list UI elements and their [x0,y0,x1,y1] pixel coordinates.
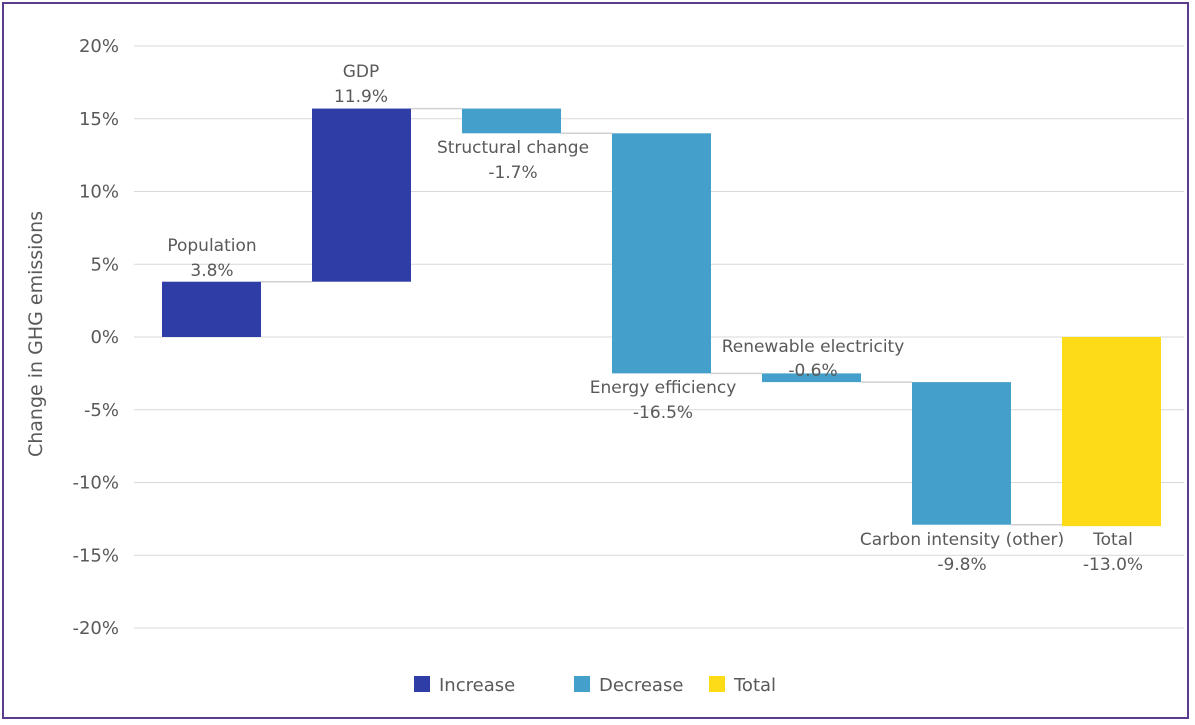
y-tick-label: 15% [79,109,119,130]
value-label-carbon-intensity-other: -9.8% [937,555,986,575]
category-label-renewable-electricity: Renewable electricity [722,337,905,357]
value-label-energy-efficiency: -16.5% [633,403,693,423]
legend-label-increase: Increase [439,675,515,696]
y-tick-label: 0% [90,327,119,348]
bar-energy-efficiency [612,133,711,374]
category-label-total: Total [1092,530,1133,550]
y-tick-label: -15% [72,545,119,566]
y-axis-label: Change in GHG emissions [25,211,47,457]
legend: Increase Decrease Total [414,675,776,696]
category-label-structural-change: Structural change [437,138,589,158]
legend-label-decrease: Decrease [599,675,683,696]
data-labels: Population 3.8% GDP 11.9% Structural change -… [167,62,1143,575]
bar-population [162,281,261,337]
y-tick-label: 20% [79,36,119,57]
category-label-energy-efficiency: Energy efficiency [590,378,737,398]
category-label-gdp: GDP [343,62,380,82]
value-label-renewable-electricity: -0.6% [788,361,837,381]
waterfall-chart: 20% 15% 10% 5% 0% -5% -10% -15% -20% Change in G… [25,36,1184,696]
legend-label-total: Total [733,675,776,696]
category-label-carbon-intensity-other: Carbon intensity (other) [860,530,1064,550]
value-label-population: 3.8% [190,261,233,281]
y-tick-label: -20% [72,618,119,639]
legend-swatch-increase [414,676,430,692]
y-tick-label: -5% [84,400,119,421]
y-tick-label: 5% [90,254,119,275]
y-tick-label: 10% [79,182,119,203]
legend-swatch-decrease [574,676,590,692]
value-label-total: -13.0% [1083,555,1143,575]
bar-renewable-electricity [762,373,861,383]
bar-total [1062,337,1161,527]
bar-carbon-intensity-other [912,382,1011,525]
category-label-population: Population [167,236,256,256]
value-label-structural-change: -1.7% [488,163,537,183]
y-tick-label: -10% [72,473,119,494]
bars [162,108,1161,527]
bar-structural-change [462,108,561,134]
bar-gdp [312,108,411,282]
value-label-gdp: 11.9% [334,87,388,107]
legend-swatch-total [709,676,725,692]
connector-lines [261,107,1062,526]
y-axis-ticks: 20% 15% 10% 5% 0% -5% -10% -15% -20% [72,36,119,639]
